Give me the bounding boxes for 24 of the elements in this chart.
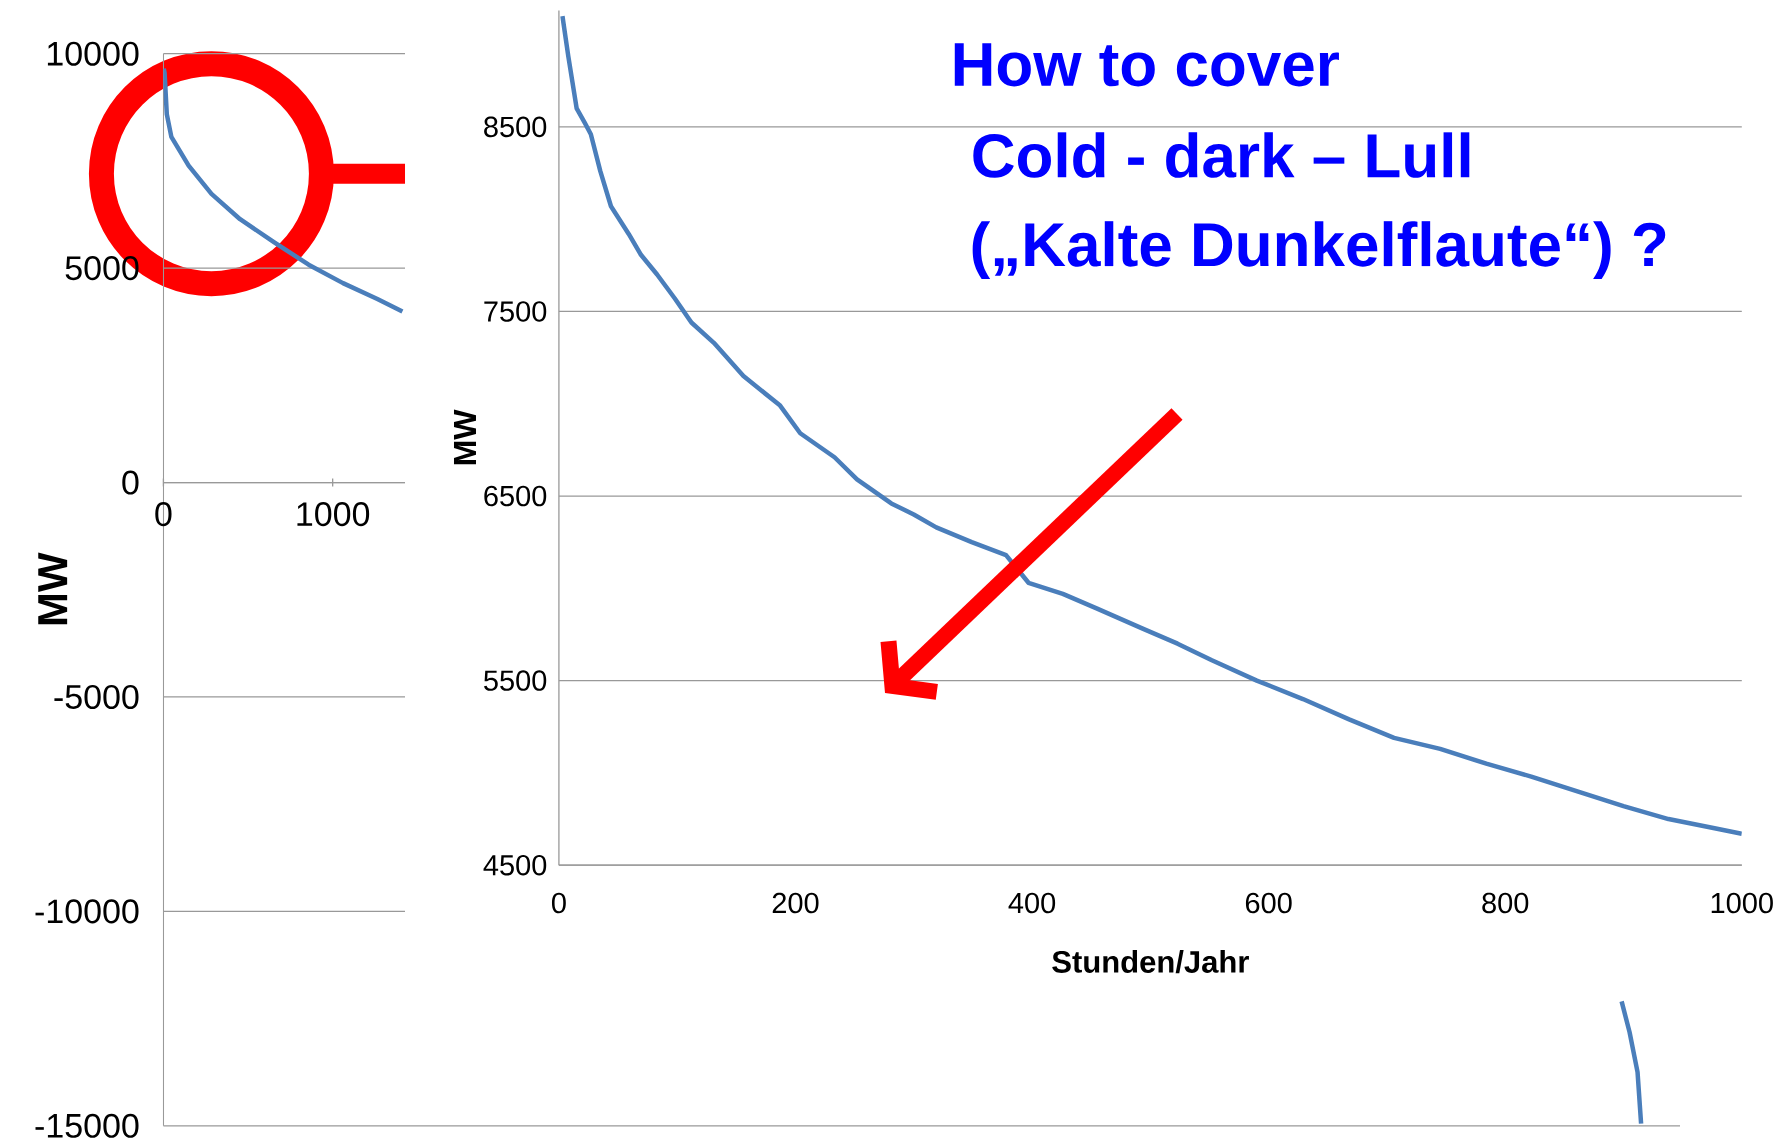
- x-tick-label: 200: [772, 892, 819, 914]
- x-tick-label: 600: [1245, 892, 1292, 914]
- y-tick-label: -5000: [54, 684, 139, 709]
- y-tick-label: 5000: [65, 256, 139, 281]
- y-tick-label: 6500: [484, 485, 547, 507]
- y-tick-label: 7500: [484, 301, 547, 322]
- x-tick-label: 0: [551, 892, 566, 914]
- x-axis-title: Stunden/Jahr: [1052, 950, 1249, 974]
- y-tick-label: -10000: [35, 899, 139, 924]
- y-tick-label: 5500: [484, 670, 547, 691]
- annotation: Cold - dark – Lull: [973, 132, 1470, 178]
- x-tick-label: 1000: [1711, 892, 1773, 914]
- y-tick-label: 4500: [483, 854, 547, 876]
- y-tick-label: -15000: [35, 1113, 139, 1138]
- x-tick-label: 800: [1482, 892, 1529, 914]
- x-tick-label: 1000: [297, 502, 370, 527]
- y-axis-title: MW: [453, 409, 476, 465]
- y-tick-label: 10000: [47, 41, 139, 66]
- annotation: How to cover: [954, 43, 1339, 87]
- y-axis-title: MW: [38, 552, 68, 625]
- y-tick-label: 8500: [484, 116, 547, 138]
- x-tick-label: 400: [1008, 892, 1056, 914]
- y-tick-label: 0: [122, 470, 139, 495]
- annotation: („Kalte Dunkelflaute“) ?: [972, 221, 1666, 279]
